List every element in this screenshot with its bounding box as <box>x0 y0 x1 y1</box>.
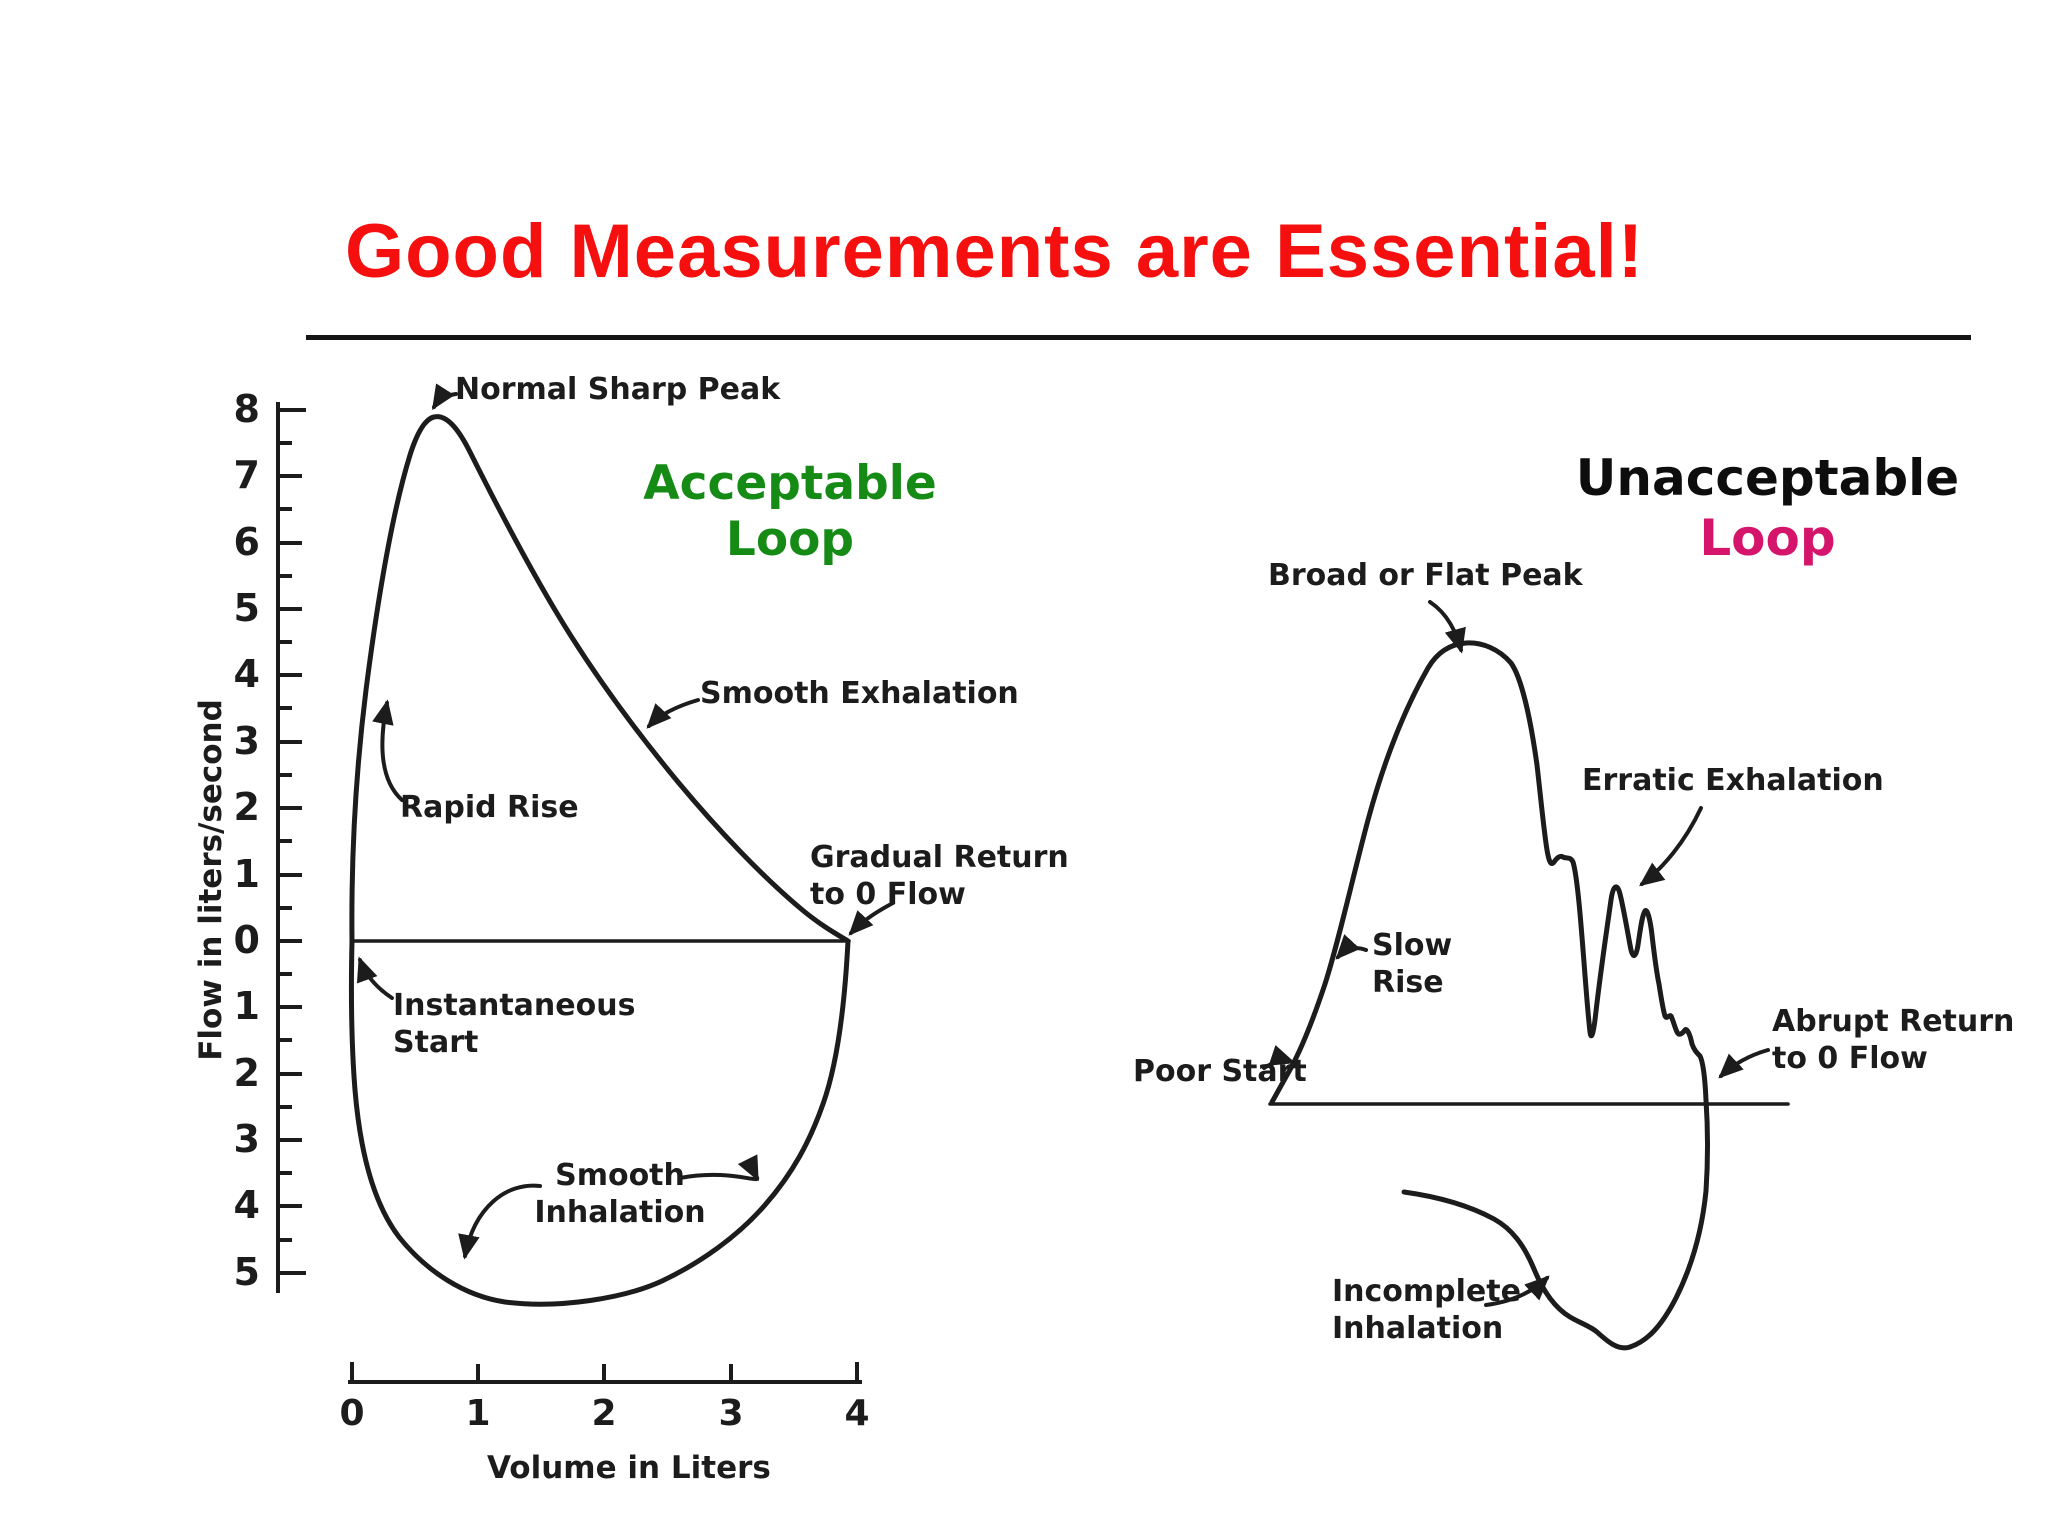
unacceptable-heading-line1: Unacceptable <box>1575 449 1960 507</box>
title-underline <box>306 335 1971 340</box>
y-tick-5: 5 <box>233 586 260 630</box>
acceptable-loop-curve <box>348 414 851 1307</box>
abrupt-return-line2: to 0 Flow <box>1772 1040 1928 1076</box>
acceptable-heading-line1: Acceptable <box>643 456 937 511</box>
normal-sharp-peak-arrow <box>432 383 458 411</box>
erratic-exhalation-label: Erratic Exhalation <box>1582 763 1884 798</box>
poor-start-arrow <box>1262 1044 1296 1070</box>
broad-flat-peak-label: Broad or Flat Peak <box>1268 558 1583 593</box>
erratic-exhalation-arrow <box>1639 806 1703 887</box>
y-tick-6: 6 <box>233 520 260 564</box>
left-y-axis <box>276 402 306 1293</box>
slow-rise-label: Slow Rise <box>1372 928 1452 1002</box>
y-tick-neg5: 5 <box>233 1250 260 1294</box>
smooth-inhalation-right-arrow <box>678 1154 760 1182</box>
y-tick-3: 3 <box>233 719 260 763</box>
rapid-rise-arrow <box>372 699 404 802</box>
unacceptable-heading-line2: Loop <box>1699 509 1836 567</box>
y-tick-4: 4 <box>233 652 260 696</box>
instantaneous-start-label: Instantaneous Start <box>393 988 635 1062</box>
instantaneous-start-line1: Instantaneous <box>393 988 636 1023</box>
y-tick-7: 7 <box>233 453 260 497</box>
acceptable-loop-chart <box>276 383 895 1384</box>
abrupt-return-label: Abrupt Return to 0 Flow <box>1772 1004 2014 1078</box>
rapid-rise-label: Rapid Rise <box>400 790 579 825</box>
smooth-exhalation-label: Smooth Exhalation <box>700 676 1019 711</box>
smooth-inhalation-label: Smooth Inhalation <box>520 1158 720 1232</box>
abrupt-return-line1: Abrupt Return <box>1772 1004 2015 1039</box>
slow-rise-arrow <box>1335 934 1368 960</box>
gradual-return-line1: Gradual Return <box>810 840 1069 875</box>
left-x-axis-title: Volume in Liters <box>487 1450 771 1486</box>
instantaneous-start-line2: Start <box>393 1024 479 1060</box>
normal-sharp-peak-label: Normal Sharp Peak <box>455 372 781 407</box>
instantaneous-start-arrow <box>356 956 394 1000</box>
broad-flat-peak-arrow <box>1428 600 1466 654</box>
slide-title: Good Measurements are Essential! <box>345 209 1645 294</box>
x-tick-2: 2 <box>591 1393 617 1434</box>
y-tick-2: 2 <box>233 785 260 829</box>
y-tick-8: 8 <box>233 387 260 431</box>
poor-start-label: Poor Start <box>1133 1054 1307 1089</box>
unacceptable-loop-chart <box>1262 600 1790 1351</box>
gradual-return-line2: to 0 Flow <box>810 876 966 912</box>
y-tick-1: 1 <box>233 852 260 896</box>
y-tick-neg3: 3 <box>233 1117 260 1161</box>
x-tick-3: 3 <box>718 1393 744 1434</box>
slow-rise-line2: Rise <box>1372 964 1444 1000</box>
smooth-exhalation-arrow <box>646 698 700 729</box>
x-tick-1: 1 <box>465 1393 491 1434</box>
incomplete-inhalation-line2: Inhalation <box>1332 1310 1504 1346</box>
acceptable-loop-heading: Acceptable Loop <box>600 456 980 569</box>
gradual-return-arrow <box>848 901 895 936</box>
smooth-inhalation-line1: Smooth <box>555 1158 685 1193</box>
y-tick-0: 0 <box>233 918 260 962</box>
y-tick-neg1: 1 <box>233 984 260 1028</box>
slow-rise-line1: Slow <box>1372 928 1453 963</box>
incomplete-inhalation-arrow <box>1484 1275 1550 1307</box>
acceptable-heading-line2: Loop <box>725 512 855 568</box>
y-tick-neg4: 4 <box>233 1183 260 1227</box>
y-tick-neg2: 2 <box>233 1051 260 1095</box>
incomplete-inhalation-line1: Incomplete <box>1332 1274 1521 1309</box>
left-x-axis <box>348 1362 862 1384</box>
x-tick-4: 4 <box>844 1393 870 1434</box>
abrupt-return-arrow <box>1718 1048 1770 1079</box>
gradual-return-label: Gradual Return to 0 Flow <box>810 840 1069 914</box>
smooth-inhalation-left-arrow <box>458 1183 542 1260</box>
x-tick-0: 0 <box>339 1393 365 1434</box>
unacceptable-loop-curve <box>1269 640 1710 1351</box>
smooth-inhalation-line2: Inhalation <box>534 1194 706 1230</box>
incomplete-inhalation-label: Incomplete Inhalation <box>1332 1274 1521 1348</box>
unacceptable-loop-heading: Unacceptable Loop <box>1555 448 1980 568</box>
